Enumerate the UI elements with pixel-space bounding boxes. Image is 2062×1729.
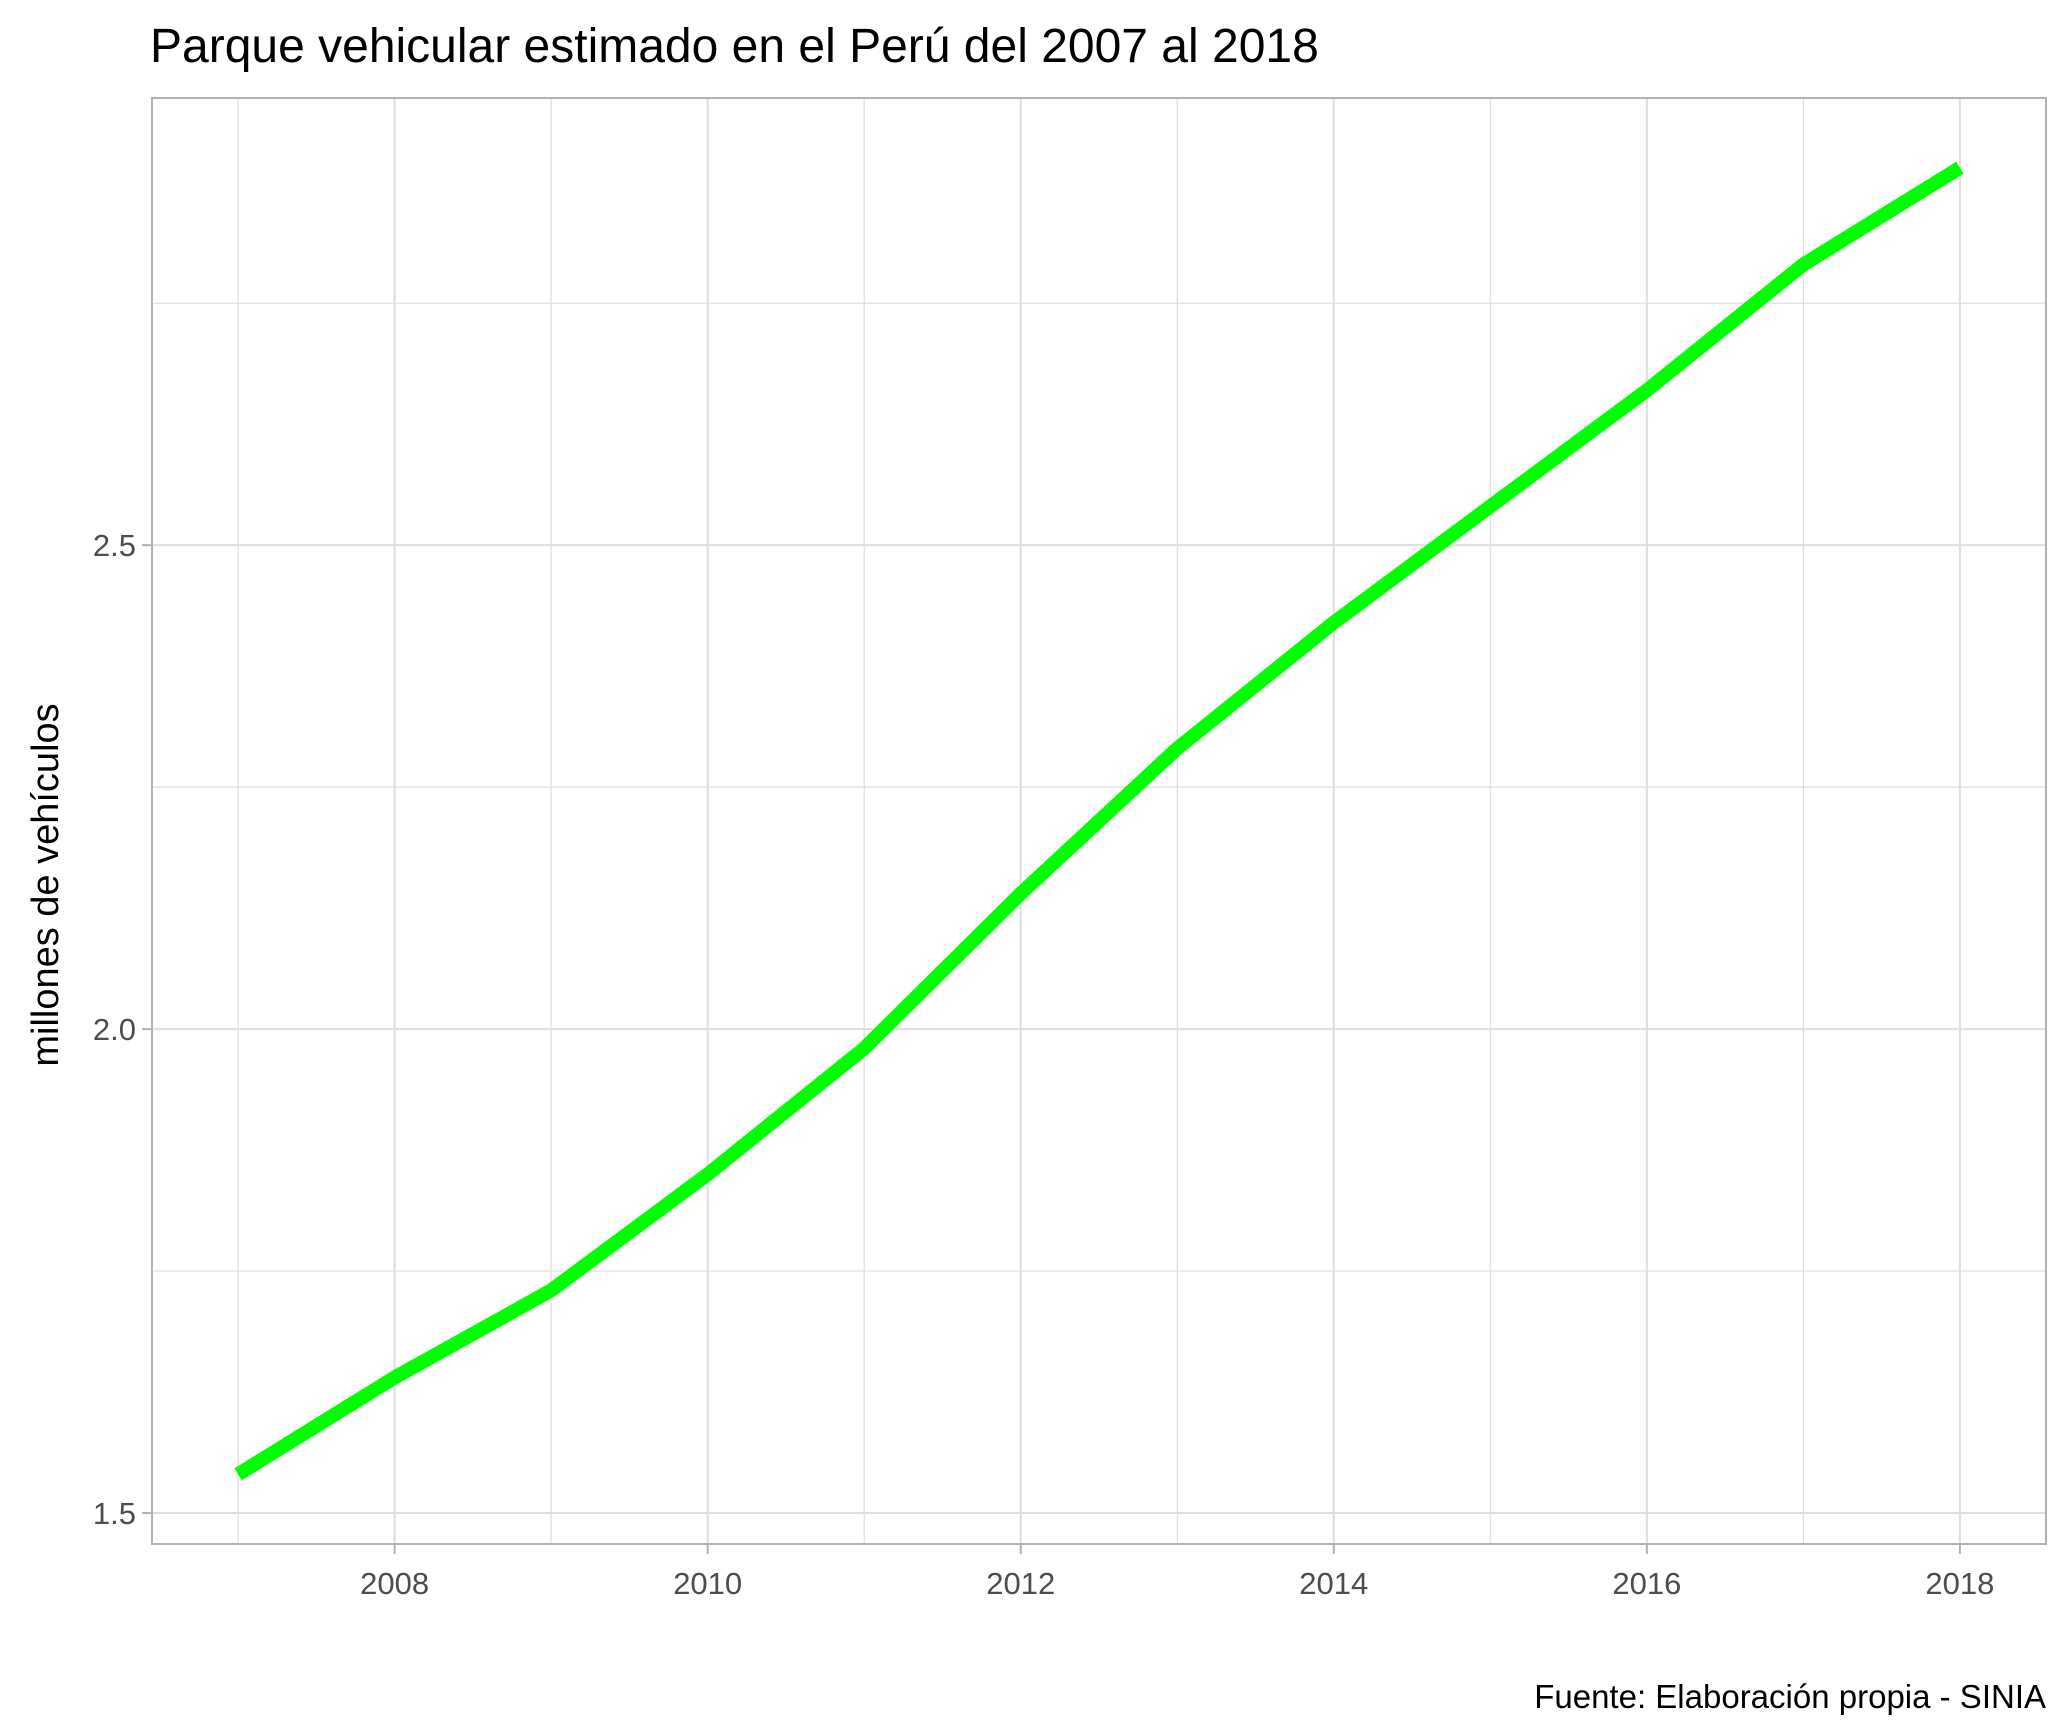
x-tick-label: 2014 [1299, 1566, 1368, 1601]
y-tick-label: 2.0 [93, 1012, 136, 1047]
x-tick-label: 2016 [1612, 1566, 1681, 1601]
data-point [1959, 167, 1960, 168]
x-tick-label: 2012 [986, 1566, 1055, 1601]
data-point [394, 1377, 395, 1378]
x-tick-label: 2008 [360, 1566, 429, 1601]
data-point [238, 1474, 239, 1475]
data-point [864, 1048, 865, 1049]
x-axis: 2008 2010 2012 2014 2016 2018 [360, 1544, 1994, 1601]
data-point [1490, 506, 1491, 507]
grid-major [152, 98, 2046, 1544]
y-tick-label: 2.5 [93, 528, 136, 563]
data-point [1020, 893, 1021, 894]
series-layer [234, 161, 1964, 1481]
x-tick-label: 2010 [673, 1566, 742, 1601]
chart-title: Parque vehicular estimado en el Perú del… [150, 20, 1319, 73]
panel-border [151, 97, 2047, 1545]
data-point [1177, 748, 1178, 749]
x-tick-label: 2018 [1925, 1566, 1994, 1601]
y-axis-label: millones de vehículos [25, 703, 67, 1066]
series-line [234, 161, 1964, 1481]
data-point [1333, 622, 1334, 623]
data-point [1646, 390, 1647, 391]
y-axis: 1.5 2.0 2.5 [93, 528, 152, 1531]
grid-minor [152, 98, 2046, 1544]
chart-caption: Fuente: Elaboración propia - SINIA [1534, 1678, 2046, 1715]
data-point [1803, 264, 1804, 265]
data-point [551, 1290, 552, 1291]
data-point [707, 1174, 708, 1175]
y-tick-label: 1.5 [93, 1496, 136, 1531]
